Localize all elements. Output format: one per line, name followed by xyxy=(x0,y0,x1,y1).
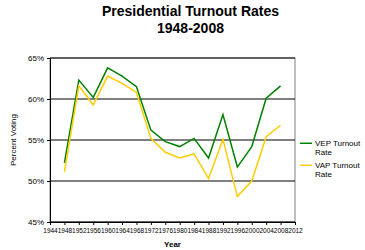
y-tick-mark xyxy=(47,58,50,59)
x-axis-line xyxy=(51,223,296,226)
x-tick-mark xyxy=(136,222,137,225)
x-tick: 2008 xyxy=(274,222,289,234)
x-tick-label: 1980 xyxy=(173,227,188,234)
x-tick: 1956 xyxy=(87,222,102,234)
x-tick: 1992 xyxy=(216,222,231,234)
x-tick: 1984 xyxy=(187,222,202,234)
legend: VEP Turnout Rate VAP Turnout Rate xyxy=(300,139,362,179)
plot-lines xyxy=(64,68,280,197)
x-tick-mark xyxy=(266,222,267,225)
x-tick-label: 1952 xyxy=(72,227,87,234)
x-tick-mark xyxy=(108,222,109,225)
series-line xyxy=(64,68,280,167)
x-tick-mark xyxy=(237,222,238,225)
x-tick-mark xyxy=(151,222,152,225)
legend-swatch xyxy=(300,143,312,145)
x-tick: 1972 xyxy=(144,222,159,234)
series-line xyxy=(64,76,280,197)
x-tick-label: 2000 xyxy=(245,227,260,234)
x-tick-label: 2004 xyxy=(259,227,274,234)
x-tick: 1964 xyxy=(115,222,130,234)
y-tick-label: 65% xyxy=(28,54,44,63)
x-tick: 1968 xyxy=(130,222,145,234)
y-axis: 45% 50% 55% 60% 65% xyxy=(28,54,51,227)
x-tick-mark xyxy=(209,222,210,225)
grid-line xyxy=(50,58,295,59)
x-tick-mark xyxy=(50,222,51,225)
y-tick-label: 45% xyxy=(28,218,44,227)
x-tick-label: 1944 xyxy=(43,227,58,234)
y-tick: 60% xyxy=(28,95,50,104)
x-tick-label: 1964 xyxy=(115,227,130,234)
x-tick: 1980 xyxy=(173,222,188,234)
x-tick-label: 1976 xyxy=(159,227,174,234)
y-tick: 65% xyxy=(28,54,50,63)
y-tick-mark xyxy=(47,99,50,100)
y-tick-mark xyxy=(47,181,50,182)
grid-line xyxy=(50,181,295,182)
y-tick-mark xyxy=(47,222,50,223)
x-tick-mark xyxy=(122,222,123,225)
x-tick: 1996 xyxy=(231,222,246,234)
x-tick-mark xyxy=(93,222,94,225)
x-tick: 1960 xyxy=(101,222,116,234)
grid xyxy=(50,58,295,222)
y-tick-label: 60% xyxy=(28,95,44,104)
y-tick: 50% xyxy=(28,177,50,186)
x-tick-label: 1984 xyxy=(187,227,202,234)
y-tick: 55% xyxy=(28,136,50,145)
x-tick-mark xyxy=(165,222,166,225)
grid-line xyxy=(50,140,295,141)
x-tick: 1948 xyxy=(58,222,73,234)
x-tick-label: 1956 xyxy=(87,227,102,234)
title: Presidential Turnout Rates xyxy=(102,3,279,19)
x-tick-label: 1972 xyxy=(144,227,159,234)
chart: Presidential Turnout Rates1948-2008 45% 50… xyxy=(0,0,365,250)
y-tick-label: 55% xyxy=(28,136,44,145)
x-tick: 2004 xyxy=(259,222,274,234)
plot-frame xyxy=(50,58,295,222)
x-tick: 1952 xyxy=(72,222,87,234)
grid-line xyxy=(50,99,295,100)
x-tick-label: 1968 xyxy=(130,227,145,234)
y-axis-title: Percent Voting xyxy=(9,114,18,166)
title: 1948-2008 xyxy=(157,20,224,36)
x-tick: 2000 xyxy=(245,222,260,234)
x-tick-mark xyxy=(79,222,80,225)
x-tick-mark xyxy=(281,222,282,225)
x-tick-mark xyxy=(252,222,253,225)
x-tick-mark xyxy=(180,222,181,225)
y-tick-label: 50% xyxy=(28,177,44,186)
y-tick-mark xyxy=(47,140,50,141)
x-tick: 2012 xyxy=(288,222,303,234)
x-tick: 1988 xyxy=(202,222,217,234)
x-tick-mark xyxy=(295,222,296,225)
legend-swatch xyxy=(300,165,312,167)
x-tick-label: 2008 xyxy=(274,227,289,234)
x-tick-label: 1988 xyxy=(202,227,217,234)
x-axis-title: Year xyxy=(164,240,181,249)
x-tick-label: 1992 xyxy=(216,227,231,234)
x-tick-label: 1948 xyxy=(58,227,73,234)
x-tick-label: 1996 xyxy=(231,227,246,234)
x-tick-mark xyxy=(194,222,195,225)
x-axis: 1944194819521956196019641968197219761980… xyxy=(43,222,303,234)
x-tick: 1944 xyxy=(43,222,58,234)
x-tick-label: 1960 xyxy=(101,227,116,234)
y-axis-line xyxy=(47,59,51,223)
x-tick-label: 2012 xyxy=(288,227,303,234)
x-tick-mark xyxy=(64,222,65,225)
legend-label: VEP Turnout Rate xyxy=(315,139,362,157)
x-tick: 1976 xyxy=(159,222,174,234)
x-tick-mark xyxy=(223,222,224,225)
legend-label: VAP Turnout Rate xyxy=(315,161,362,179)
